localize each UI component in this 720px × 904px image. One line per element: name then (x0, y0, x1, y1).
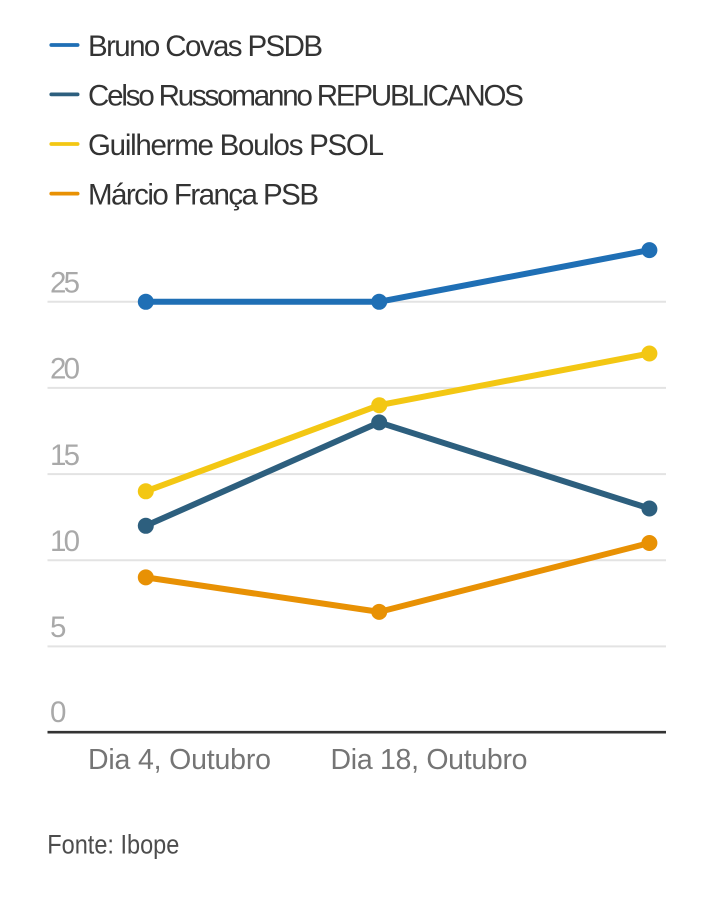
svg-text:0: 0 (50, 696, 66, 729)
svg-text:Fonte: Ibope: Fonte: Ibope (47, 830, 179, 860)
svg-text:Dia 4, Outubro: Dia 4, Outubro (88, 744, 271, 776)
svg-text:25: 25 (50, 267, 80, 300)
svg-text:Bruno Covas PSDB: Bruno Covas PSDB (88, 30, 323, 63)
svg-text:10: 10 (50, 525, 80, 558)
svg-text:Márcio França PSB: Márcio França PSB (88, 179, 319, 212)
svg-text:20: 20 (50, 353, 80, 386)
svg-text:5: 5 (50, 611, 66, 644)
svg-text:Celso Russomanno REPUBLICANOS: Celso Russomanno REPUBLICANOS (88, 80, 524, 113)
svg-text:Dia 18, Outubro: Dia 18, Outubro (331, 744, 528, 776)
svg-text:15: 15 (50, 439, 80, 472)
svg-text:Guilherme Boulos PSOL: Guilherme Boulos PSOL (88, 129, 384, 162)
